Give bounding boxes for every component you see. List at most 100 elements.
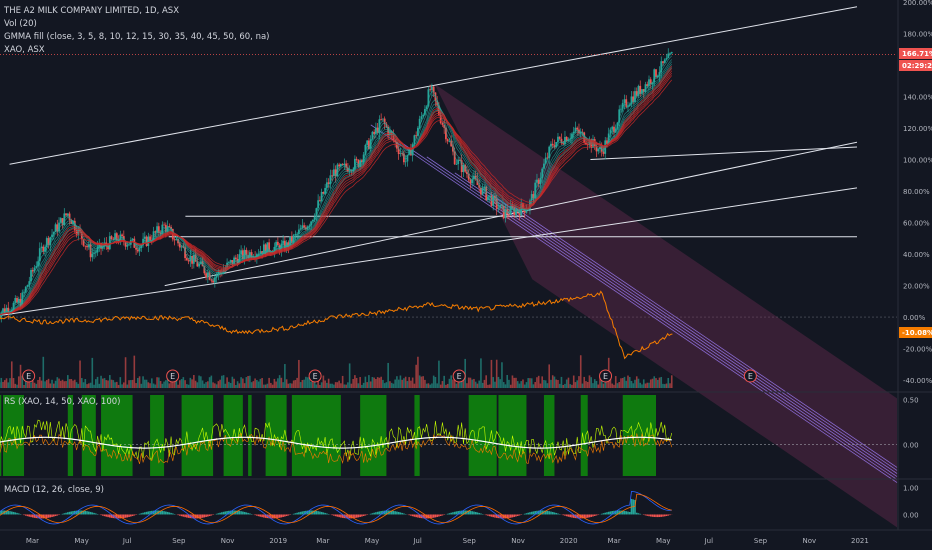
candle-body[interactable]	[257, 253, 260, 255]
candle-body[interactable]	[417, 127, 419, 136]
candle-body[interactable]	[35, 266, 38, 268]
candle-body[interactable]	[662, 61, 664, 63]
candle-body[interactable]	[185, 258, 188, 261]
candle-body[interactable]	[149, 236, 151, 241]
candle-body[interactable]	[205, 273, 207, 278]
time-axis[interactable]: Mar May Jul Sep Nov 2019 Mar May Jul Sep Nov 2020 Ma…	[26, 537, 869, 545]
candle-body[interactable]	[135, 247, 137, 250]
candle-body[interactable]	[245, 249, 248, 256]
candle-body[interactable]	[649, 79, 652, 85]
candle-body[interactable]	[72, 220, 74, 224]
candle-body[interactable]	[47, 238, 50, 245]
candle-body[interactable]	[543, 163, 545, 169]
candle-body[interactable]	[31, 270, 34, 272]
candle-body[interactable]	[210, 279, 213, 281]
candle-body[interactable]	[357, 159, 360, 167]
candle-body[interactable]	[663, 59, 666, 63]
candle-body[interactable]	[592, 139, 594, 148]
candle-body[interactable]	[504, 209, 507, 219]
candle-body[interactable]	[403, 153, 405, 163]
candle-body[interactable]	[42, 246, 45, 252]
candle-body[interactable]	[299, 228, 302, 230]
upper-trendline[interactable]	[9, 6, 858, 165]
candle-body[interactable]	[623, 99, 626, 103]
candle-body[interactable]	[28, 281, 31, 286]
candle-body[interactable]	[75, 230, 78, 235]
candle-body[interactable]	[404, 161, 407, 163]
rs-pane[interactable]	[0, 395, 897, 476]
candle-body[interactable]	[373, 131, 376, 134]
candle-body[interactable]	[38, 248, 41, 262]
rs-legend[interactable]: RS (XAO, 14, 50, XAO, 100)	[4, 397, 120, 407]
candle-body[interactable]	[124, 241, 127, 247]
candle-body[interactable]	[16, 297, 18, 303]
candle-body[interactable]	[136, 249, 139, 252]
candle-body[interactable]	[227, 261, 230, 263]
candle-body[interactable]	[173, 239, 176, 241]
candle-body[interactable]	[313, 217, 316, 220]
candle-body[interactable]	[557, 136, 559, 142]
pitchfork-line[interactable]	[510, 204, 898, 468]
candle-body[interactable]	[121, 234, 123, 237]
candle-body[interactable]	[380, 119, 383, 121]
lower-trendline[interactable]	[0, 187, 858, 317]
candle-body[interactable]	[399, 153, 402, 155]
candle-body[interactable]	[189, 255, 192, 262]
candle-body[interactable]	[467, 174, 470, 180]
candle-body[interactable]	[126, 245, 129, 247]
candle-body[interactable]	[240, 250, 243, 255]
candle-body[interactable]	[157, 226, 160, 233]
rs-compare-line[interactable]	[0, 433, 673, 465]
candle-body[interactable]	[243, 249, 246, 260]
candle-body[interactable]	[325, 182, 328, 188]
candle-body[interactable]	[310, 221, 313, 226]
candle-body[interactable]	[397, 148, 400, 155]
candle-body[interactable]	[138, 247, 141, 252]
candle-body[interactable]	[91, 253, 94, 258]
candle-body[interactable]	[7, 307, 10, 314]
candle-body[interactable]	[641, 89, 643, 94]
candle-body[interactable]	[128, 244, 130, 246]
earnings-marker[interactable]	[743, 369, 757, 383]
candle-body[interactable]	[259, 251, 262, 254]
candle-body[interactable]	[532, 194, 535, 199]
macd-signal-line[interactable]	[0, 493, 672, 523]
candle-body[interactable]	[455, 164, 458, 165]
candle-body[interactable]	[480, 187, 482, 195]
candle-body[interactable]	[551, 143, 554, 146]
candle-body[interactable]	[420, 116, 423, 119]
candle-body[interactable]	[332, 169, 335, 177]
candle-body[interactable]	[670, 52, 673, 54]
pitchfork-line[interactable]	[454, 172, 898, 474]
candle-body[interactable]	[322, 191, 325, 194]
candle-body[interactable]	[410, 148, 412, 156]
candle-body[interactable]	[481, 187, 484, 195]
candle-body[interactable]	[156, 226, 158, 233]
candle-body[interactable]	[215, 275, 218, 278]
candle-body[interactable]	[175, 239, 178, 241]
candle-body[interactable]	[635, 91, 638, 96]
candle-body[interactable]	[544, 157, 547, 164]
candle-body[interactable]	[492, 195, 495, 206]
candle-body[interactable]	[355, 158, 358, 160]
earnings-marker[interactable]	[308, 369, 322, 383]
candle-body[interactable]	[565, 136, 568, 142]
candle-body[interactable]	[387, 126, 390, 136]
candle-body[interactable]	[66, 213, 69, 216]
candle-body[interactable]	[553, 145, 556, 148]
candle-body[interactable]	[229, 260, 232, 262]
candle-body[interactable]	[168, 226, 171, 228]
vol-legend[interactable]: Vol (20)	[4, 19, 37, 29]
rs-ma-line[interactable]	[0, 436, 672, 449]
candle-body[interactable]	[546, 157, 549, 159]
candle-body[interactable]	[338, 164, 341, 167]
candle-body[interactable]	[597, 149, 600, 152]
candle-body[interactable]	[541, 168, 544, 178]
candle-body[interactable]	[196, 261, 199, 267]
candle-body[interactable]	[206, 272, 209, 278]
candle-body[interactable]	[327, 182, 330, 185]
pitchfork-line[interactable]	[370, 124, 898, 483]
candle-body[interactable]	[65, 213, 67, 216]
candle-body[interactable]	[268, 242, 271, 252]
